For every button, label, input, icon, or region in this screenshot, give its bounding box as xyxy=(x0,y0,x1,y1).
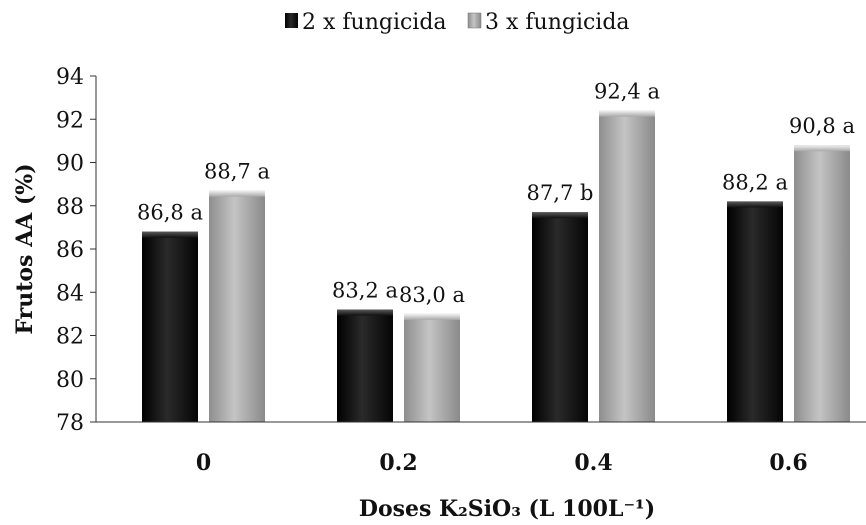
legend-swatch-2x xyxy=(285,13,298,28)
bar-3x-fungicida xyxy=(209,190,265,422)
x-axis-title: Doses K₂SiO₃ (L 100L⁻¹) xyxy=(359,496,655,522)
bar-cap xyxy=(727,201,783,208)
bar-data-label: 90,8 a xyxy=(789,114,855,138)
x-axis-ticks: 0 0.2 0.4 0.6 xyxy=(196,450,808,476)
legend-swatch-3x xyxy=(467,12,482,29)
y-tick-label: 88 xyxy=(56,195,84,220)
y-axis-ticks: 78 80 82 84 86 88 90 92 94 xyxy=(56,65,96,436)
x-tick-label: 0.2 xyxy=(379,450,417,476)
bar-cap xyxy=(142,231,198,238)
x-tick-label: 0 xyxy=(196,450,211,476)
legend-label-3x: 3 x fungicida xyxy=(485,10,630,35)
y-tick-label: 90 xyxy=(56,152,84,177)
bar-data-label: 88,2 a xyxy=(722,170,788,194)
bar-2x-fungicida xyxy=(142,231,198,422)
bar-data-label: 87,7 b xyxy=(527,181,594,205)
bar-data-labels: 86,8 a88,7 a 83,2 a 83,0 a 87,7 b 92,4 a 88,2… xyxy=(137,80,855,307)
bar-3x-fungicida xyxy=(599,110,655,422)
x-tick-label: 0.4 xyxy=(574,450,612,476)
bar-data-label: 83,0 a xyxy=(399,283,465,307)
y-tick-label: 80 xyxy=(56,368,84,393)
bar-2x-fungicida xyxy=(532,212,588,422)
bar-cap xyxy=(209,190,265,197)
bar-cap xyxy=(404,313,460,320)
bar-cap xyxy=(794,145,850,152)
y-tick-label: 82 xyxy=(56,325,84,350)
bar-3x-fungicida xyxy=(404,313,460,422)
bar-3x-fungicida xyxy=(794,145,850,422)
y-tick-label: 86 xyxy=(56,238,84,263)
bar-2x-fungicida xyxy=(337,309,393,422)
legend: 2 x fungicida 3 x fungicida xyxy=(285,10,630,35)
y-tick-label: 92 xyxy=(56,108,84,133)
y-tick-label: 94 xyxy=(56,65,84,90)
bar-cap xyxy=(337,309,393,316)
bars xyxy=(142,110,850,422)
bar-data-label: 88,7 a xyxy=(204,160,270,184)
y-axis-title: Frutos AA (%) xyxy=(12,163,38,334)
bar-cap xyxy=(599,110,655,117)
bar-data-label: 83,2 a xyxy=(332,279,398,303)
bar-cap xyxy=(532,212,588,219)
bar-data-label: 92,4 a xyxy=(594,80,660,104)
y-tick-label: 78 xyxy=(56,411,84,436)
legend-label-2x: 2 x fungicida xyxy=(302,10,447,35)
x-tick-label: 0.6 xyxy=(769,450,807,476)
bar-2x-fungicida xyxy=(727,201,783,422)
bar-data-label: 86,8 a xyxy=(137,201,203,225)
y-tick-label: 84 xyxy=(56,281,84,306)
